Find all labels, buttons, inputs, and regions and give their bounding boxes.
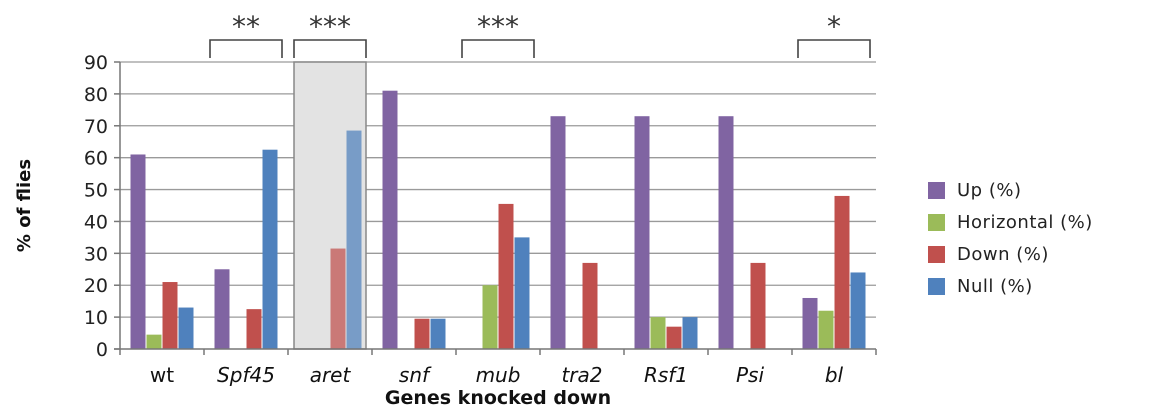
x-tick-label: bl	[825, 363, 844, 387]
y-tick-label: 70	[84, 116, 108, 138]
legend-swatch	[928, 245, 945, 263]
bar-Rsf1-null	[682, 317, 698, 349]
bar-mub-null	[514, 237, 530, 349]
y-tick-label: 50	[84, 180, 108, 202]
legend-item: Null (%)	[928, 270, 1093, 302]
bar-tra2-down	[582, 262, 598, 349]
y-tick-label: 80	[84, 84, 108, 106]
significance-annotations: ** *** *** *	[209, 10, 871, 58]
bar-snf-down	[414, 318, 430, 349]
significance-stars: **	[232, 10, 260, 43]
legend-label: Up (%)	[957, 179, 1022, 201]
bar-wt-horizontal	[146, 334, 162, 349]
legend-label: Horizontal (%)	[957, 211, 1093, 233]
bar-Rsf1-horizontal	[650, 317, 666, 349]
legend-item: Down (%)	[928, 238, 1093, 270]
gridlines	[120, 61, 876, 318]
significance-bracket	[209, 39, 283, 58]
x-tick-label: wt	[150, 363, 174, 387]
bar-tra2-up	[550, 116, 566, 349]
x-tick-label: mub	[476, 363, 521, 387]
bar-aret-null	[346, 130, 362, 349]
y-ticks: 0 10 20 30 40 50 60 70 80 90	[84, 52, 120, 361]
bar-Rsf1-down	[666, 326, 682, 349]
x-tick-label: snf	[399, 363, 432, 387]
y-tick-label: 40	[84, 211, 108, 233]
bar-bl-horizontal	[818, 310, 834, 349]
bar-mub-down	[498, 203, 514, 349]
significance-bracket	[461, 39, 535, 58]
legend-item: Horizontal (%)	[928, 206, 1093, 238]
bars	[119, 90, 877, 355]
y-tick-label: 10	[84, 307, 108, 329]
bar-snf-up	[382, 90, 398, 349]
bar-wt-null	[178, 307, 194, 349]
legend-item: Up (%)	[928, 174, 1093, 206]
y-axis-title: % of flies	[14, 159, 35, 252]
bar-bl-null	[850, 272, 866, 349]
significance-stars: ***	[309, 10, 351, 43]
x-tick-label: Spf45	[217, 363, 275, 387]
x-tick-label: aret	[310, 363, 352, 387]
bar-Spf45-up	[214, 269, 230, 349]
y-tick-label: 90	[84, 52, 108, 74]
legend-swatch	[928, 213, 945, 231]
y-tick-label: 0	[96, 339, 108, 361]
bar-bl-down	[834, 195, 850, 349]
y-tick-label: 20	[84, 275, 108, 297]
bar-Psi-up	[718, 116, 734, 349]
legend-swatch	[928, 181, 945, 199]
bar-wt-up	[130, 154, 146, 349]
bar-Rsf1-up	[634, 116, 650, 349]
bar-Spf45-down	[246, 309, 262, 349]
bar-mub-horizontal	[482, 285, 498, 349]
significance-stars: ***	[477, 10, 519, 43]
x-tick-label: Rsf1	[644, 363, 688, 387]
x-tick-label: tra2	[561, 363, 602, 387]
bar-bl-up	[802, 297, 818, 349]
x-tick-label: Psi	[736, 363, 764, 387]
bar-wt-down	[162, 282, 178, 349]
bar-Spf45-null	[262, 149, 278, 349]
significance-stars: *	[827, 10, 841, 43]
x-categories: wt Spf45 aret snf mub tra2 Rsf1 Psi bl	[150, 363, 844, 387]
y-tick-label: 30	[84, 243, 108, 265]
bar-snf-null	[430, 318, 446, 349]
legend-label: Down (%)	[957, 243, 1049, 265]
x-axis-title: Genes knocked down	[385, 387, 611, 409]
y-tick-label: 60	[84, 148, 108, 170]
significance-bracket	[797, 39, 871, 58]
legend-label: Null (%)	[957, 275, 1033, 297]
legend: Up (%) Horizontal (%) Down (%) Null (%)	[928, 174, 1093, 302]
bar-Psi-down	[750, 262, 766, 349]
bar-aret-down	[330, 248, 346, 349]
significance-bracket	[293, 39, 367, 58]
legend-swatch	[928, 277, 945, 295]
